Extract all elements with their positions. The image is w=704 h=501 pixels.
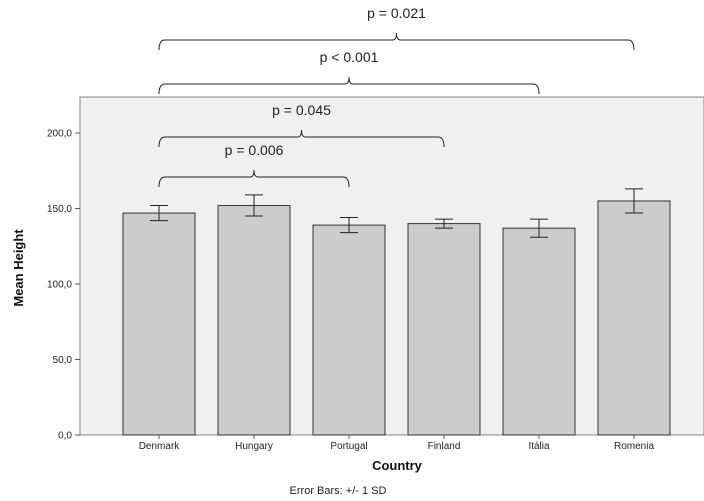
y-tick-label: 200,0: [47, 129, 72, 140]
y-tick-label: 100,0: [47, 280, 72, 291]
p-value-label: p = 0.021: [367, 5, 426, 21]
p-value-label: p = 0.006: [225, 142, 284, 158]
bar-hungary: [217, 204, 291, 436]
p-value-label: p = 0.045: [272, 102, 331, 118]
bar-romenia: [597, 200, 671, 436]
x-tick-label: Romenia: [614, 441, 654, 452]
x-tick-label: Finland: [428, 441, 461, 452]
x-tick-label: Portugal: [330, 441, 367, 452]
bar-itália: [502, 227, 576, 436]
y-axis: 0,0 50,0 100,0 150,0 200,0: [47, 129, 80, 442]
bar-portugal: [312, 224, 386, 436]
significance-bracket: [158, 169, 350, 188]
x-tick-labels: Denmark Hungary Portugal Finland Itália Romen…: [139, 435, 654, 452]
x-tick-label: Hungary: [235, 441, 273, 452]
y-tick-label: 0,0: [58, 431, 72, 442]
bar-denmark: [122, 212, 196, 436]
x-axis-title: Country: [372, 458, 423, 473]
significance-bracket: [158, 129, 445, 148]
bars-group: [122, 200, 671, 436]
y-tick-label: 50,0: [53, 355, 73, 366]
error-bars-group: [150, 188, 643, 238]
y-tick-label: 150,0: [47, 204, 72, 215]
y-axis-title: Mean Height: [11, 229, 26, 307]
error-bars-footnote: Error Bars: +/- 1 SD: [290, 485, 387, 497]
p-value-label: p < 0.001: [320, 49, 379, 65]
significance-bracket: [158, 32, 635, 51]
x-tick-label: Denmark: [139, 441, 181, 452]
bar-finland: [407, 223, 481, 436]
x-tick-label: Itália: [528, 441, 550, 452]
significance-brackets: p = 0.021 p < 0.001 p = 0.045 p = 0.006: [158, 5, 635, 188]
significance-bracket: [158, 76, 540, 95]
